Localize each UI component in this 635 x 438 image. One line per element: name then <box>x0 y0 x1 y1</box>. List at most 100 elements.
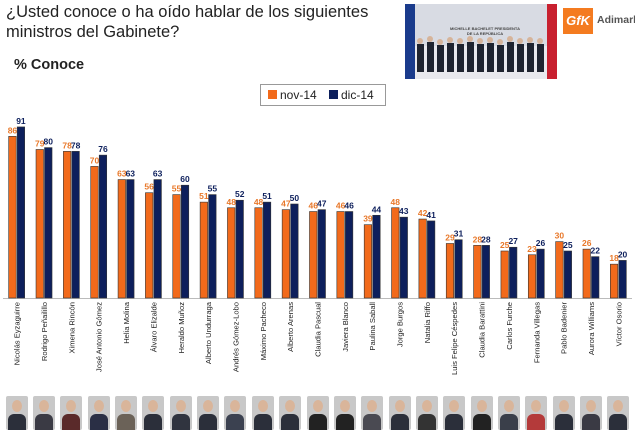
data-label-nov-14-13: 39 <box>363 214 373 224</box>
portrait-7 <box>197 396 220 430</box>
portrait-22 <box>607 396 630 430</box>
category-label-5: Álvaro Elizalde <box>149 302 158 352</box>
category-label-18: Carlos Furche <box>505 302 514 350</box>
category-label-0: Nicolás Eyzaguirre <box>13 302 22 365</box>
data-label-dic-14-17: 28 <box>481 234 491 244</box>
data-label-dic-14-21: 22 <box>590 246 600 256</box>
legend-label-dic: dic-14 <box>341 88 374 102</box>
data-label-dic-14-14: 43 <box>399 206 409 216</box>
category-label-13: Paulina Saball <box>368 302 377 351</box>
bar-dic-14-18 <box>509 246 518 299</box>
legend-label-nov: nov-14 <box>280 88 317 102</box>
data-label-nov-14-8: 48 <box>226 197 236 207</box>
data-label-dic-14-15: 41 <box>426 210 436 220</box>
bar-dic-14-10 <box>290 203 299 299</box>
category-label-7: Alberto Undurraga <box>204 301 213 364</box>
portrait-11 <box>306 396 329 430</box>
bar-nov-14-19 <box>527 254 537 299</box>
category-label-20: Pablo Badenier <box>560 302 569 354</box>
data-label-dic-14-3: 76 <box>98 144 108 154</box>
data-label-dic-14-10: 50 <box>290 193 300 203</box>
minister-portraits <box>0 393 635 438</box>
category-label-11: Claudia Pascual <box>314 302 323 357</box>
category-label-6: Heraldo Muñoz <box>177 302 186 354</box>
data-label-nov-14-7: 51 <box>199 191 209 201</box>
data-label-nov-14-16: 29 <box>445 232 455 242</box>
data-label-dic-14-1: 80 <box>44 137 54 147</box>
bar-dic-14-5 <box>153 179 162 299</box>
data-label-nov-14-21: 26 <box>582 238 592 248</box>
bar-dic-14-20 <box>563 250 572 299</box>
portrait-1 <box>33 396 56 430</box>
data-label-nov-14-22: 18 <box>609 253 619 263</box>
data-label-dic-14-9: 51 <box>262 191 272 201</box>
bar-nov-14-14 <box>391 207 400 299</box>
bar-nov-14-12 <box>336 211 345 299</box>
portrait-0 <box>5 396 28 430</box>
data-label-nov-14-5: 56 <box>144 182 154 192</box>
data-label-nov-14-18: 25 <box>500 240 510 250</box>
data-label-nov-14-11: 46 <box>309 201 319 211</box>
portrait-15 <box>415 396 438 430</box>
data-label-dic-14-6: 60 <box>180 174 190 184</box>
flag-right <box>547 4 557 79</box>
legend-swatch-nov <box>268 90 277 99</box>
category-label-15: Natalia Riffo <box>423 302 432 343</box>
flag-left <box>405 4 415 79</box>
data-label-nov-14-10: 47 <box>281 199 291 209</box>
data-label-nov-14-2: 78 <box>62 140 72 150</box>
chart-legend: nov-14 dic-14 <box>260 84 386 106</box>
data-label-nov-14-19: 23 <box>527 244 537 254</box>
bar-dic-14-12 <box>345 211 354 299</box>
data-label-nov-14-6: 55 <box>172 184 182 194</box>
data-label-dic-14-0: 91 <box>16 116 26 126</box>
bar-dic-14-21 <box>591 256 600 299</box>
bar-dic-14-17 <box>481 245 490 299</box>
y-axis-label: % Conoce <box>14 57 85 73</box>
bar-dic-14-7 <box>208 194 217 299</box>
portrait-8 <box>224 396 247 430</box>
bar-nov-14-7 <box>199 201 208 299</box>
bar-dic-14-1 <box>44 147 53 299</box>
bar-dic-14-13 <box>372 214 381 299</box>
data-label-dic-14-22: 20 <box>618 249 628 259</box>
data-label-nov-14-15: 42 <box>418 208 428 218</box>
bar-nov-14-1 <box>35 149 44 299</box>
category-label-1: Rodrigo Peñailillo <box>40 302 49 361</box>
category-label-14: Jorge Burgos <box>396 302 405 347</box>
portrait-13 <box>361 396 384 430</box>
gfk-logo: GfK <box>563 8 593 34</box>
portrait-14 <box>388 396 411 430</box>
bar-nov-14-13 <box>363 224 372 299</box>
data-label-dic-14-13: 44 <box>372 204 382 214</box>
portrait-18 <box>497 396 520 430</box>
bar-dic-14-22 <box>618 260 627 299</box>
data-label-dic-14-2: 78 <box>71 140 81 150</box>
portrait-17 <box>470 396 493 430</box>
bar-nov-14-2 <box>63 151 72 299</box>
bar-nov-14-22 <box>610 263 619 299</box>
bar-dic-14-6 <box>180 184 190 299</box>
cabinet-photo: MICHELLE BACHELET PRESIDENTA DE LA REPÚB… <box>405 4 557 79</box>
bar-nov-14-21 <box>582 248 591 299</box>
bar-dic-14-14 <box>399 216 408 299</box>
category-label-19: Fernanda Villegas <box>532 302 541 363</box>
photo-caption: MICHELLE BACHELET PRESIDENTA DE LA REPÚB… <box>450 26 520 36</box>
data-label-dic-14-7: 55 <box>208 184 218 194</box>
bar-nov-14-15 <box>418 218 427 299</box>
data-label-nov-14-0: 86 <box>8 125 18 135</box>
bar-nov-14-20 <box>555 241 564 299</box>
adimark-logo: Adimark <box>597 14 635 26</box>
category-label-3: José Antonio Gómez <box>95 302 104 372</box>
data-label-nov-14-17: 28 <box>473 234 483 244</box>
bar-dic-14-11 <box>317 209 326 299</box>
bar-dic-14-16 <box>454 239 463 299</box>
legend-swatch-dic <box>329 90 338 99</box>
bar-nov-14-4 <box>117 179 126 299</box>
data-label-dic-14-8: 52 <box>235 189 245 199</box>
bar-dic-14-15 <box>427 220 436 299</box>
data-label-nov-14-20: 30 <box>555 231 565 241</box>
chart-title: ¿Usted conoce o ha oído hablar de los si… <box>6 3 369 41</box>
bar-nov-14-3 <box>90 166 99 299</box>
bar-nov-14-0 <box>8 136 17 299</box>
